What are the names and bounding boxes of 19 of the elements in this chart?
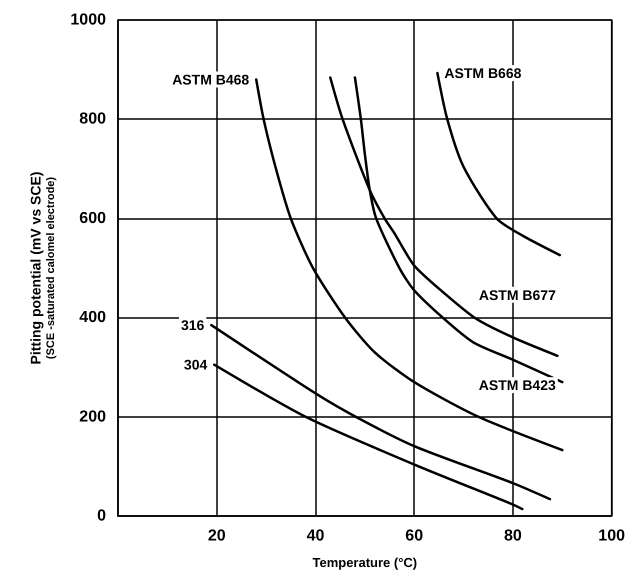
y-tick-label: 0 — [97, 508, 106, 524]
series-label: ASTM B668 — [444, 65, 522, 82]
x-tick-label: 80 — [504, 528, 522, 544]
x-tick-label: 40 — [306, 528, 324, 544]
y-tick-label: 200 — [79, 408, 106, 426]
series-label: 304 — [184, 356, 208, 373]
series-label: ASTM B468 — [172, 72, 250, 88]
x-tick-label: 20 — [208, 528, 226, 544]
y-tick-label: 800 — [79, 110, 106, 128]
y-tick-label: 400 — [79, 309, 106, 326]
x-tick-label: 100 — [598, 528, 626, 544]
y-tick-label: 600 — [79, 210, 106, 227]
series-label: ASTM B677 — [478, 286, 556, 303]
y-axis-title: Pitting potential (mV vs SCE) (SCE -saturated calomel electrode) — [28, 172, 57, 364]
y-tick-label: 1000 — [70, 12, 106, 28]
x-tick-label: 60 — [405, 528, 424, 544]
x-axis-title: Temperature (°C) — [312, 555, 418, 570]
series-label: 316 — [180, 317, 205, 334]
series-label: ASTM B423 — [478, 377, 556, 394]
